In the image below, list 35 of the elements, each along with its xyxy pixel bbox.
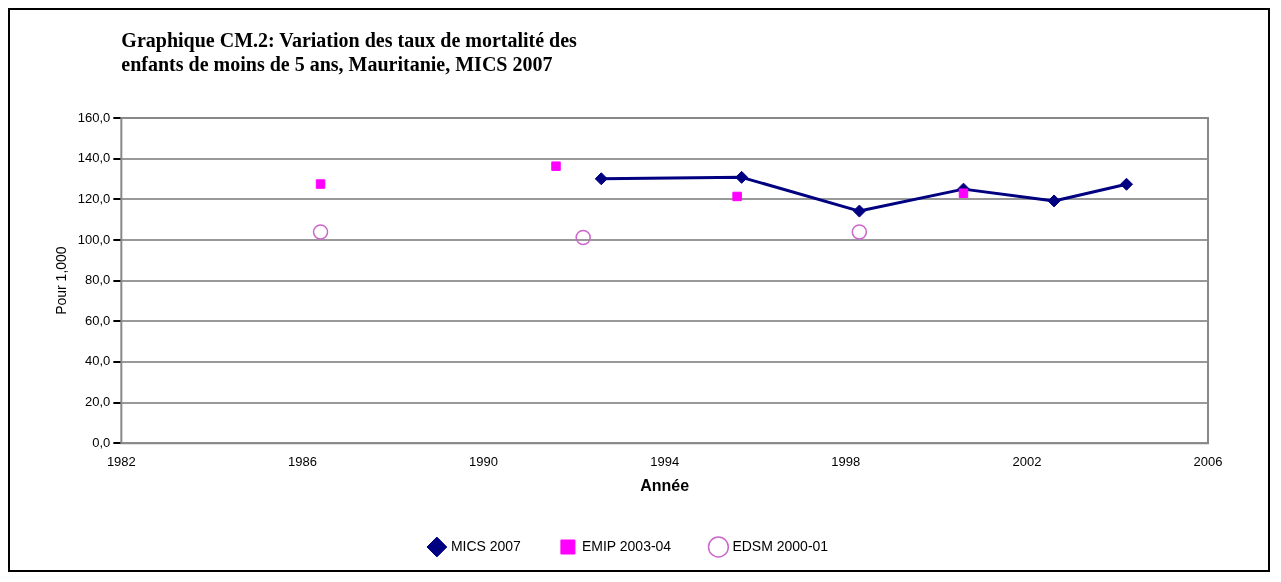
y-tick-label: 80,0 bbox=[85, 272, 111, 288]
x-tick-label: 1986 bbox=[287, 453, 317, 469]
legend-label: MICS 2007 bbox=[450, 537, 522, 554]
x-tick-label: 1990 bbox=[469, 453, 499, 469]
point bbox=[1047, 194, 1061, 208]
x-axis-title: Année bbox=[640, 476, 690, 494]
point bbox=[315, 179, 326, 189]
y-tick-label: 160,0 bbox=[77, 109, 111, 125]
x-tick-label: 2006 bbox=[1193, 453, 1223, 469]
point bbox=[735, 170, 749, 184]
x-tick-label: 1994 bbox=[650, 453, 680, 469]
y-tick-label: 0,0 bbox=[92, 434, 111, 450]
point bbox=[732, 191, 742, 202]
point bbox=[852, 204, 866, 218]
point bbox=[312, 224, 329, 240]
y-tick-label: 60,0 bbox=[85, 312, 111, 328]
point bbox=[851, 224, 868, 240]
legend-label: EMIP 2003-04 bbox=[581, 537, 672, 554]
y-tick-label: 100,0 bbox=[77, 231, 111, 247]
y-tick-label: 20,0 bbox=[85, 394, 111, 410]
point bbox=[958, 188, 969, 198]
point bbox=[575, 229, 591, 246]
y-axis-title: Pour 1,000 bbox=[53, 246, 70, 315]
text: Graphique CM.2: Variation des taux de mortalité des bbox=[121, 29, 577, 52]
x-tick-label: 2002 bbox=[1012, 453, 1042, 469]
y-tick-label: 40,0 bbox=[85, 353, 111, 369]
y-tick-label: 120,0 bbox=[77, 190, 111, 206]
point bbox=[1120, 177, 1133, 191]
text: enfants de moins de 5 ans, Mauritanie, MICS 2007 bbox=[121, 53, 553, 76]
legend-label: EDSM 2000-01 bbox=[732, 537, 829, 554]
point bbox=[594, 172, 608, 186]
point bbox=[551, 161, 561, 171]
x-tick-label: 1998 bbox=[831, 453, 861, 469]
y-tick-label: 140,0 bbox=[77, 150, 111, 166]
x-tick-label: 1982 bbox=[106, 453, 136, 469]
